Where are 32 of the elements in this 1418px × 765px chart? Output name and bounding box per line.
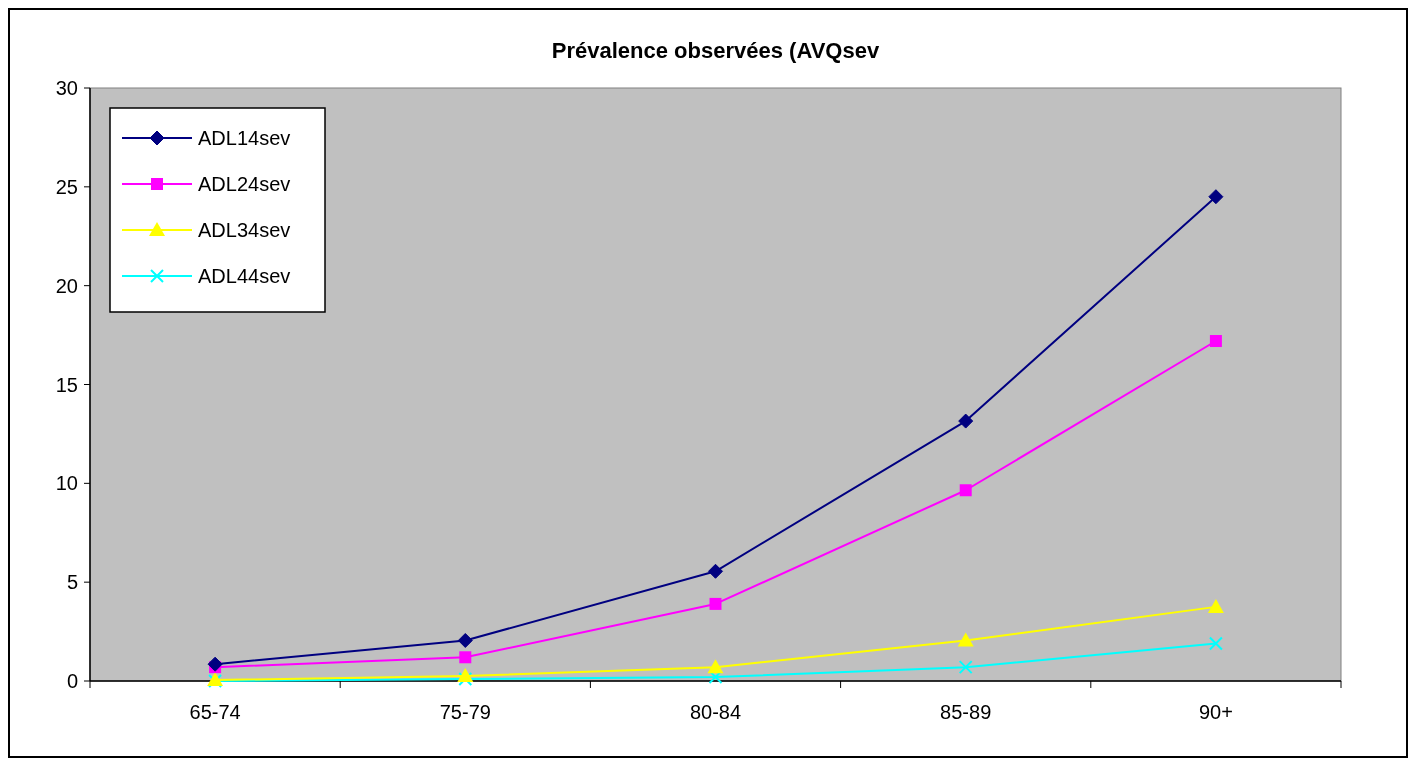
x-tick-label: 85-89 <box>940 701 992 723</box>
y-tick-label: 5 <box>66 571 78 594</box>
point <box>958 660 973 675</box>
chart-title: Prévalence observées (AVQsev <box>551 38 880 63</box>
point <box>1209 335 1222 348</box>
point <box>1207 598 1224 613</box>
point <box>1208 636 1223 651</box>
point <box>959 484 972 497</box>
point <box>1208 189 1224 205</box>
legend-label: ADL44sev <box>198 265 291 287</box>
x-tick-label: 65-74 <box>189 701 241 723</box>
point <box>709 597 722 610</box>
y-tick-label: 25 <box>55 175 78 198</box>
y-tick-label: 10 <box>55 472 78 495</box>
point <box>957 632 974 647</box>
point <box>207 656 223 672</box>
legend-label: ADL24sev <box>198 173 291 195</box>
x-tick-label: 80-84 <box>689 701 742 723</box>
legend-label: ADL14sev <box>198 127 291 149</box>
point <box>708 563 723 579</box>
point <box>707 659 724 674</box>
legend-label: ADL34sev <box>198 219 291 241</box>
point <box>958 413 974 429</box>
x-tick-label: 90+ <box>1198 701 1233 723</box>
point <box>459 651 472 664</box>
x-tick-label: 75-79 <box>439 701 491 723</box>
y-tick-label: 20 <box>55 274 78 297</box>
y-tick-label: 30 <box>55 77 78 99</box>
y-tick-label: 15 <box>55 373 78 396</box>
point <box>457 668 474 683</box>
point <box>457 632 473 648</box>
y-tick-label: 0 <box>66 670 78 692</box>
